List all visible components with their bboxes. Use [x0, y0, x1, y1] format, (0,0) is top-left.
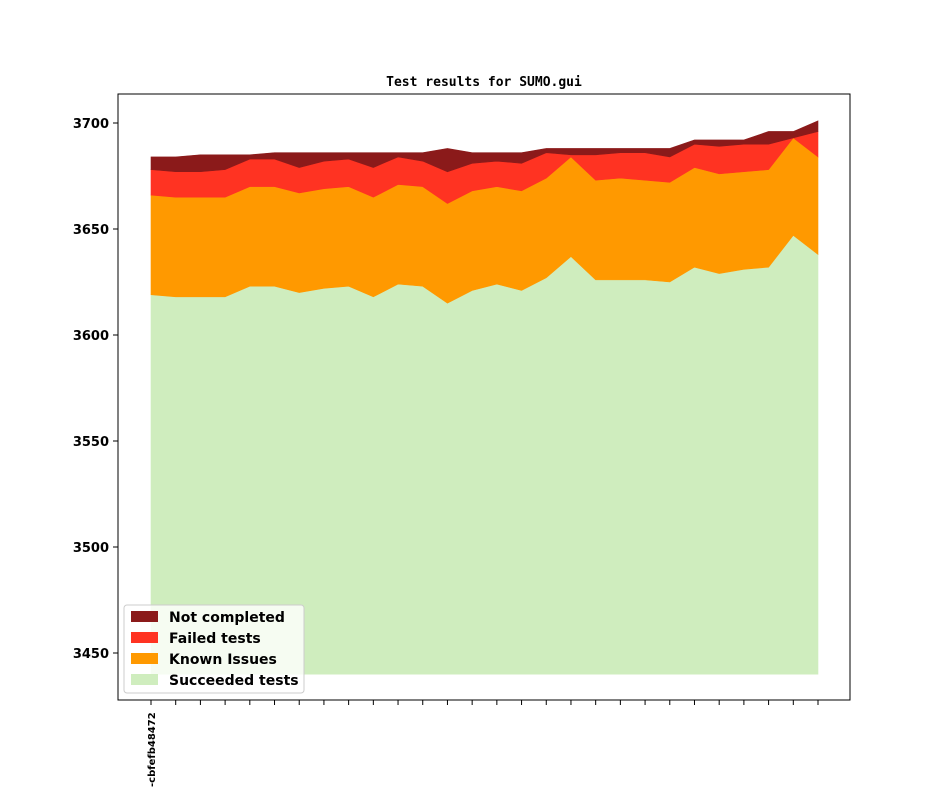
legend-label: Succeeded tests — [169, 673, 299, 689]
area-not-completed — [150, 120, 819, 173]
legend-box — [123, 604, 305, 694]
legend-swatch — [131, 611, 158, 622]
y-tick-label: 3700 — [73, 117, 109, 132]
chart-title: Test results for SUMO.gui — [386, 75, 582, 90]
y-tick-label: 3450 — [73, 647, 109, 662]
legend-swatch — [131, 653, 158, 664]
legend-label: Failed tests — [169, 631, 261, 647]
y-tick-label: 3600 — [73, 329, 109, 344]
legend-label: Not completed — [169, 610, 285, 626]
y-tick-label: 3500 — [73, 541, 109, 556]
x-axis: -cbfefb48472 — [147, 700, 819, 787]
legend-swatch — [131, 674, 158, 685]
y-tick-label: 3650 — [73, 223, 109, 238]
legend-label: Known Issues — [169, 652, 277, 668]
plot-frame — [117, 93, 851, 701]
area-series-group — [150, 120, 819, 675]
y-tick-label: 3550 — [73, 435, 109, 450]
legend-swatch — [131, 632, 158, 643]
x-tick-label: -cbfefb48472 — [147, 712, 158, 787]
legend: Not completed Failed tests Known Issues Suc… — [123, 604, 305, 694]
y-axis: 3450 3500 3550 3600 3650 3700 — [73, 117, 118, 662]
